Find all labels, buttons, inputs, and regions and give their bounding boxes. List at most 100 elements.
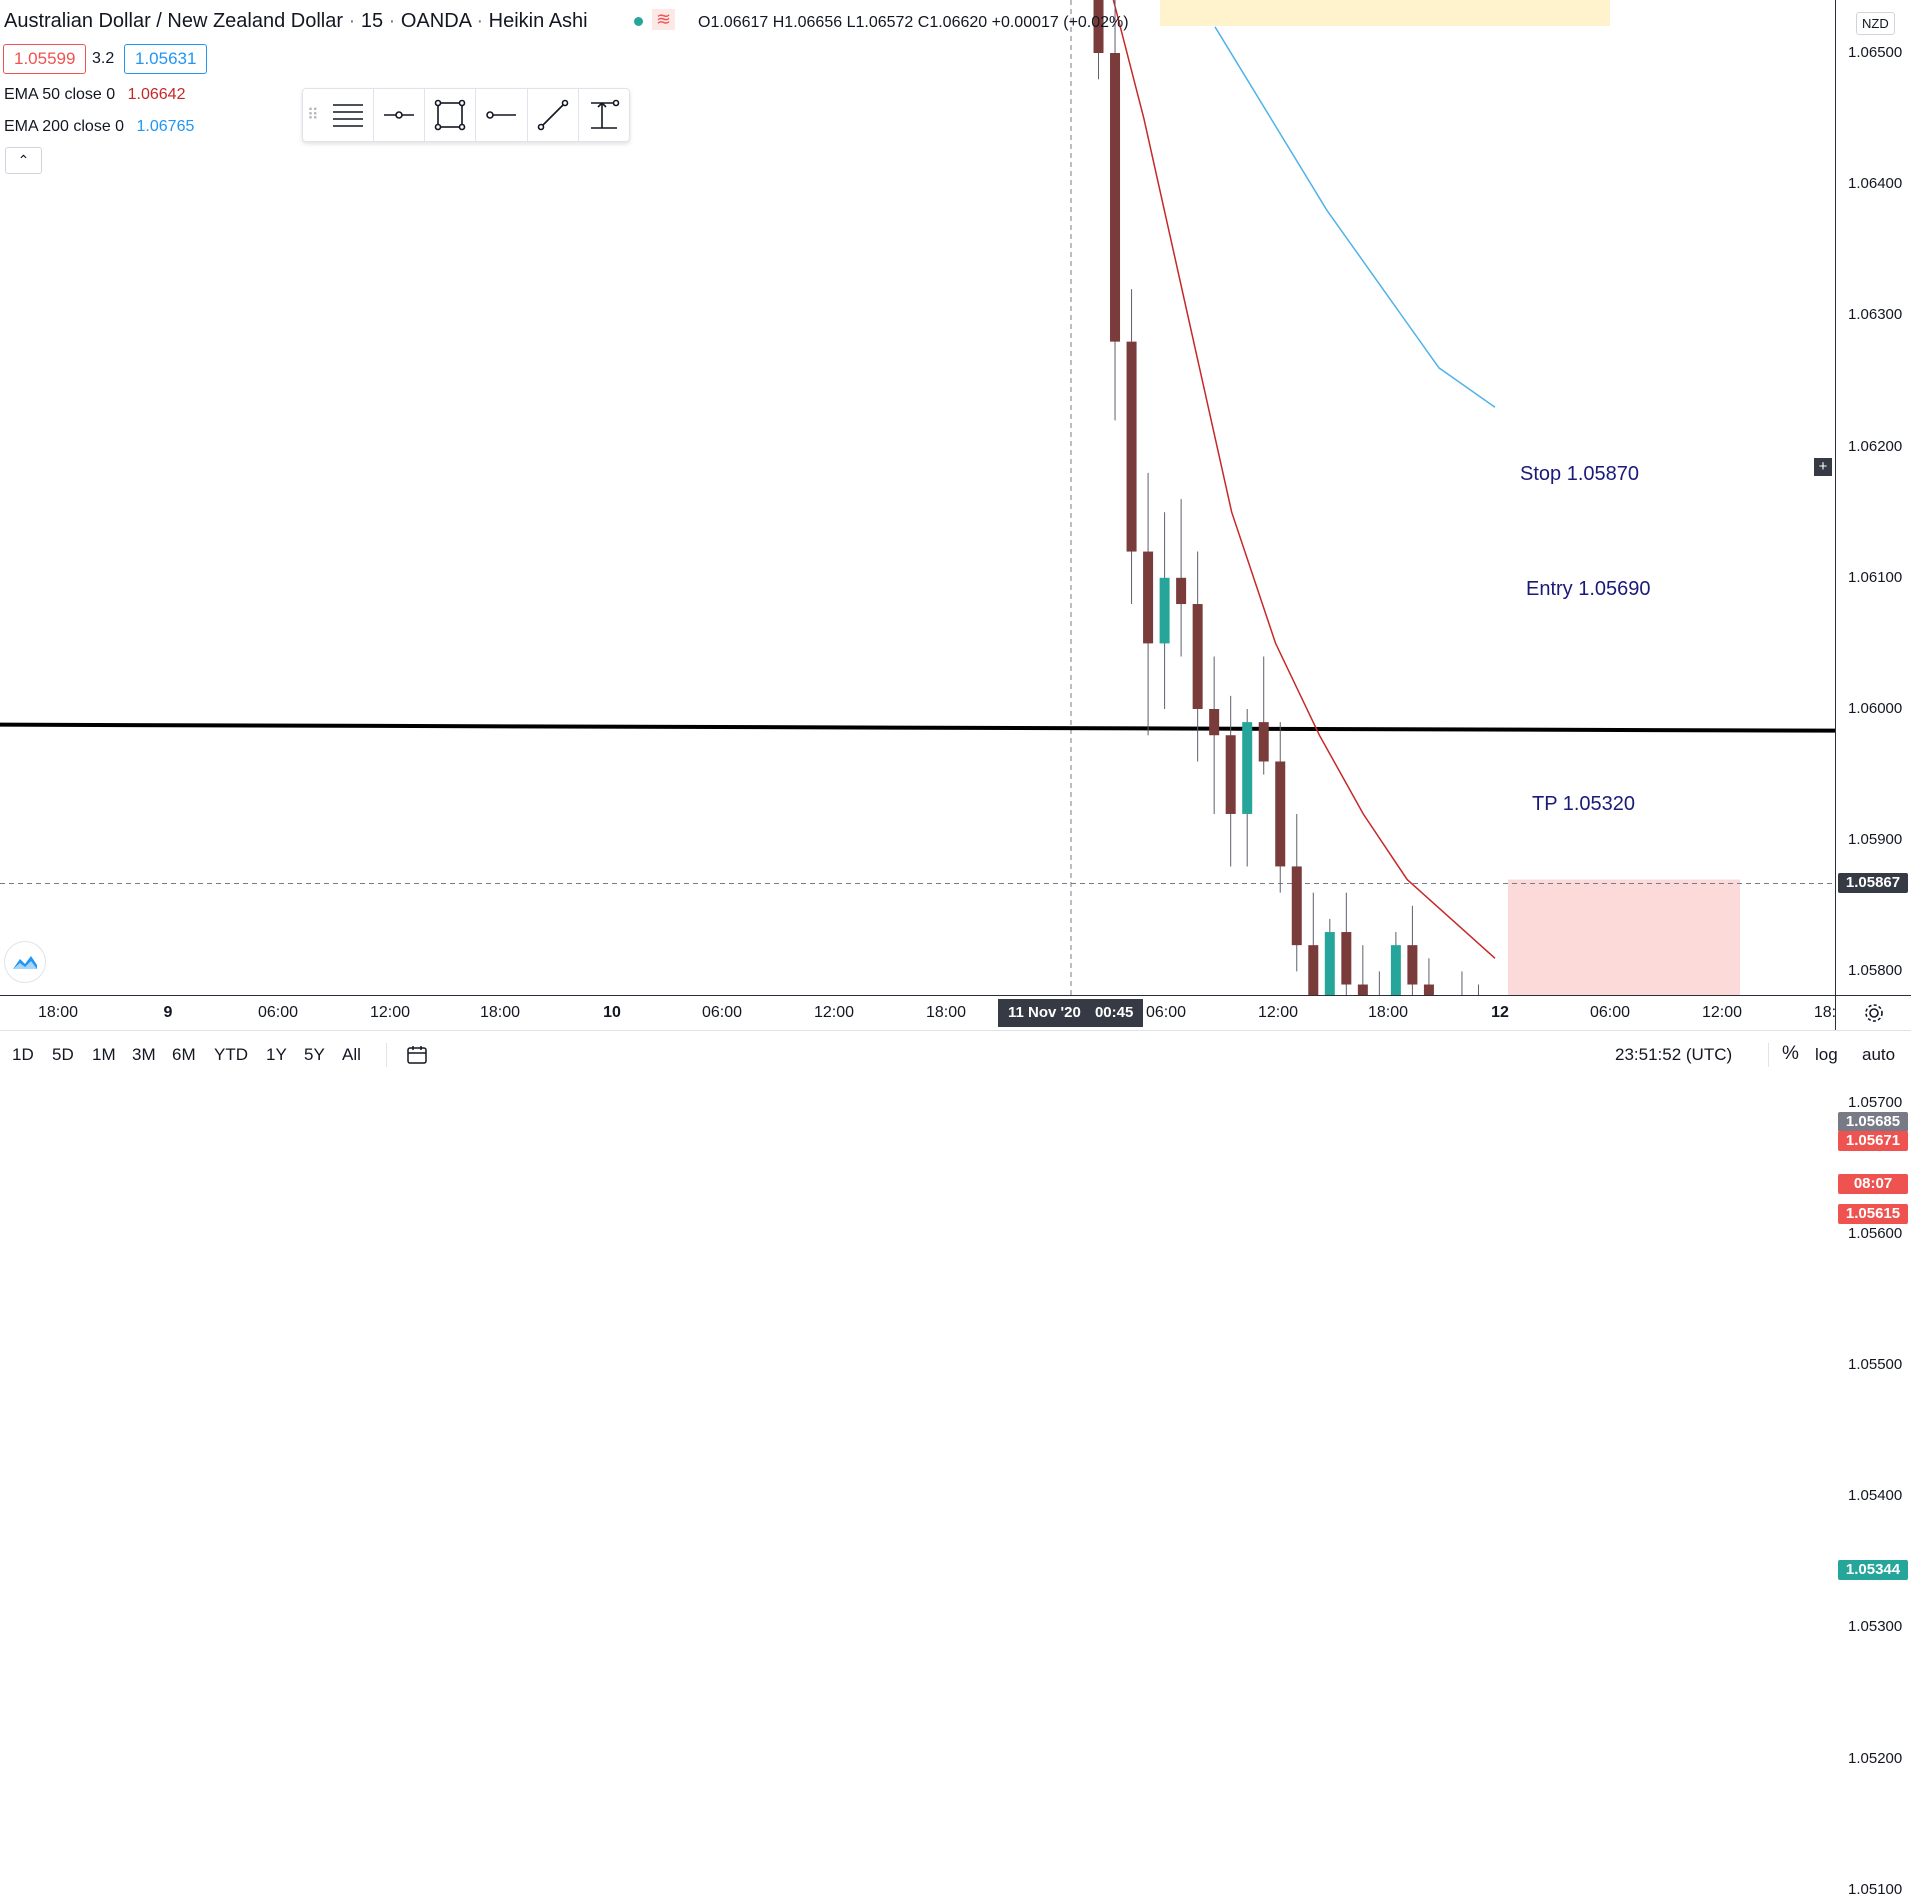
sep: ·	[476, 10, 489, 32]
time-tick-label: 12:00	[1701, 1004, 1743, 1021]
candle-body	[1159, 577, 1170, 644]
candle-body	[1110, 53, 1121, 342]
exchange: OANDA	[400, 10, 471, 32]
price-tick-label: 1.06300	[1848, 306, 1903, 324]
range-button-1m[interactable]: 1M	[92, 1045, 116, 1064]
time-tick-label: 18:	[1813, 1004, 1837, 1021]
add-alert-plus-icon[interactable]: +	[1814, 458, 1832, 476]
time-tick-label: 18:00	[925, 1004, 967, 1021]
currency-label[interactable]: NZD	[1856, 12, 1895, 35]
time-tick-label: 12:00	[813, 1004, 855, 1021]
range-button-5y[interactable]: 5Y	[304, 1045, 325, 1064]
time-tick-label: 06:00	[257, 1004, 299, 1021]
price-tick-label: 1.05600	[1848, 1224, 1903, 1242]
tradingview-logo-button[interactable]	[4, 941, 46, 983]
time-cursor-label: 11 Nov '20 00:45	[998, 999, 1144, 1027]
floating-drawing-toolbar[interactable]: ⠿	[302, 88, 630, 142]
ema-200-value: 1.06765	[136, 118, 195, 135]
price-tick-label: 1.05400	[1848, 1487, 1903, 1505]
candle-body	[1407, 945, 1418, 985]
range-button-3m[interactable]: 3M	[132, 1045, 156, 1064]
resistance-line[interactable]	[0, 722, 1835, 733]
price-tick-label: 1.05200	[1848, 1749, 1903, 1767]
candle-body	[1341, 932, 1352, 985]
cursor-time: 00:45	[1094, 1004, 1134, 1021]
range-button-6m[interactable]: 6M	[172, 1045, 196, 1064]
utc-clock[interactable]: 23:51:52 (UTC)	[1615, 1045, 1733, 1064]
price-tag: 1.05344	[1838, 1559, 1908, 1580]
percent-toggle[interactable]: %	[1782, 1043, 1799, 1064]
price-tick-label: 1.05100	[1848, 1880, 1903, 1898]
price-axis[interactable]: NZD 1.06500 1.06400 1.06300 1.06200 1.06100 1…	[1814, 0, 1911, 1898]
price-tick-label: 1.05500	[1848, 1356, 1903, 1373]
candle-body	[1275, 761, 1286, 867]
time-tick-label: 12	[1491, 1004, 1509, 1021]
time-tick-label: 06:00	[1589, 1004, 1631, 1021]
price-tick-label: 1.05900	[1848, 831, 1903, 849]
settings-lines-icon[interactable]	[323, 89, 373, 141]
price-range-icon[interactable]	[577, 89, 629, 141]
separator	[386, 1043, 387, 1067]
trend-line-glyph	[537, 99, 568, 131]
ema-200-line[interactable]	[1214, 26, 1496, 408]
chart-pane[interactable]: Stop 1.05870 Entry 1.05690 TP 1.05320 Au…	[0, 0, 1835, 995]
time-tick-label: 9	[163, 1004, 173, 1021]
calendar-icon[interactable]	[406, 1044, 430, 1071]
price-tag: 1.05685	[1838, 1112, 1908, 1133]
ema-50-legend[interactable]: EMA 50 close 0 1.06642	[4, 86, 185, 104]
time-tick-label: 06:00	[1145, 1004, 1187, 1021]
ema-50-line[interactable]	[1100, 0, 1496, 959]
trend-line-icon[interactable]	[526, 89, 578, 141]
time-tick-label: 12:00	[1257, 1004, 1299, 1021]
candle-body	[1390, 945, 1401, 995]
close-value: C1.06620	[917, 14, 988, 31]
candle-body	[1126, 341, 1137, 552]
chart-canvas[interactable]	[0, 0, 1835, 995]
candle-body	[1291, 866, 1302, 946]
price-tick-label: 1.06400	[1848, 175, 1903, 193]
symbol-name[interactable]: Australian Dollar / New Zealand Dollar	[4, 10, 344, 32]
horizontal-line-icon[interactable]	[475, 89, 526, 141]
range-button-ytd[interactable]: YTD	[214, 1045, 248, 1064]
price-tick-label: 1.06200	[1848, 437, 1903, 455]
price-tick-label: 1.05800	[1848, 962, 1903, 980]
buy-price-button[interactable]: 1.05631	[124, 44, 208, 74]
candle-body	[1192, 604, 1203, 709]
candle-body	[1209, 709, 1220, 736]
collapse-legend-button[interactable]: ⌃	[5, 147, 42, 174]
heikin-ashi-icon[interactable]: ≋	[652, 9, 676, 30]
symbol-legend[interactable]: Australian Dollar / New Zealand Dollar ·…	[4, 10, 588, 33]
sep: ·	[348, 10, 361, 32]
price-tag: 1.05615	[1838, 1204, 1908, 1225]
ema-200-legend[interactable]: EMA 200 close 0 1.06765	[4, 118, 194, 136]
price-tick-label: 1.05300	[1848, 1618, 1903, 1636]
stop-loss-zone[interactable]	[1508, 879, 1740, 995]
gear-icon[interactable]	[1836, 996, 1911, 1031]
highlight-band	[1160, 0, 1610, 26]
time-tick-label: 12:00	[369, 1004, 411, 1021]
chart-settings-corner[interactable]	[1835, 995, 1911, 1031]
tradingview-logo-icon	[13, 956, 37, 969]
horizontal-line-glyph	[486, 111, 517, 119]
price-tag: 08:07	[1838, 1173, 1908, 1194]
candle-body	[1308, 945, 1319, 995]
settings-lines-glyph	[332, 104, 363, 127]
time-tick-label: 18:00	[1367, 1004, 1409, 1021]
range-button-5d[interactable]: 5D	[52, 1045, 74, 1064]
sell-price-button[interactable]: 1.05599	[3, 44, 87, 74]
log-toggle[interactable]: log	[1815, 1045, 1838, 1064]
horizontal-ray-icon[interactable]	[372, 89, 424, 141]
auto-toggle[interactable]: auto	[1862, 1045, 1896, 1064]
drag-handle-icon[interactable]: ⠿	[306, 107, 319, 124]
entry-label: Entry 1.05690	[1526, 578, 1651, 600]
rectangle-icon[interactable]	[424, 89, 475, 141]
range-button-1y[interactable]: 1Y	[266, 1045, 287, 1064]
ohlc-values: O1.06617 H1.06656 L1.06572 C1.06620 +0.0…	[698, 14, 1129, 32]
range-button-all[interactable]: All	[342, 1045, 361, 1064]
time-axis[interactable]: 18:00 9 06:00 12:00 18:00 10 06:00 12:00 18:00 06…	[0, 995, 1837, 1031]
chart-type[interactable]: Heikin Ashi	[488, 10, 588, 32]
chevron-up-icon: ⌃	[17, 152, 30, 168]
range-button-1d[interactable]: 1D	[12, 1045, 34, 1064]
market-open-dot	[634, 17, 643, 26]
interval[interactable]: 15	[360, 10, 384, 32]
